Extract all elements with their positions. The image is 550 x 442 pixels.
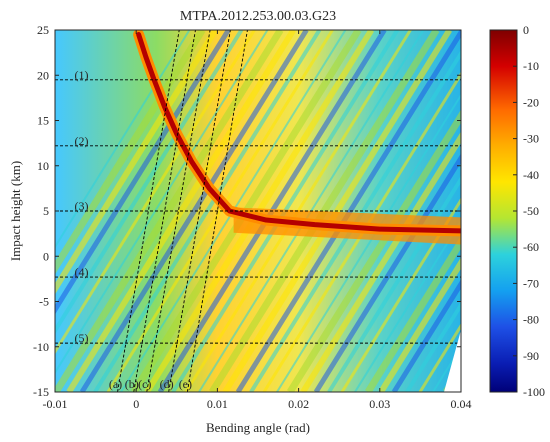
heatmap-stripe [55, 30, 284, 392]
slanted-line [146, 30, 211, 392]
heatmap-stripe [365, 235, 461, 392]
y-tick-label: 25 [37, 23, 49, 37]
y-tick-label: 5 [43, 204, 49, 218]
missing-data-corner [444, 330, 461, 392]
heatmap-stripe [354, 219, 461, 392]
colorbar-tick-label: -70 [523, 276, 539, 290]
heatmap-stripe [378, 257, 461, 392]
horizontal-line-label: (3) [74, 199, 88, 213]
x-tick-label: 0.03 [369, 397, 390, 411]
y-tick-label: -15 [33, 385, 49, 399]
x-tick-label: 0.01 [207, 397, 228, 411]
horizontal-line-label: (1) [74, 68, 88, 82]
y-tick-label: 10 [37, 159, 49, 173]
heatmap-stripe [55, 30, 218, 295]
colorbar-tick-label: -40 [523, 168, 539, 182]
x-tick-label: 0 [133, 397, 139, 411]
slanted-line-label: (a) [109, 377, 122, 391]
slanted-line-label: (e) [179, 377, 192, 391]
horizontal-line-label: (5) [74, 331, 88, 345]
x-tick-label: 0.02 [288, 397, 309, 411]
slanted-line [186, 30, 248, 392]
y-tick-label: -5 [39, 295, 49, 309]
heatmap-stripe [79, 30, 309, 392]
x-tick-label: -0.01 [43, 397, 68, 411]
annotations: (1) (2) (3) (4) (5) (a) (b) (c) (d) (e) [74, 68, 192, 391]
colorbar-tick-label: -100 [523, 385, 545, 399]
colorbar-tick-label: -80 [523, 313, 539, 327]
heatmap-stripe [340, 197, 461, 392]
plot-area [55, 30, 461, 392]
chart-title: MTPA.2012.253.00.03.G23 [180, 9, 336, 24]
y-axis: -15 -10 -5 0 5 10 15 20 25 [33, 23, 461, 399]
colorbar-tick-label: -50 [523, 204, 539, 218]
heatmap-stripe [391, 279, 461, 392]
y-tick-label: 15 [37, 114, 49, 128]
slanted-line-label: (c) [138, 377, 151, 391]
slanted-line [168, 30, 231, 392]
heatmap-stripe [55, 30, 244, 335]
heatmap-stripe [405, 301, 461, 392]
heatmap-stripe [418, 323, 461, 392]
slanted-line [133, 30, 196, 392]
horizontal-line-label: (4) [74, 265, 88, 279]
colorbar-tick-label: -10 [523, 59, 539, 73]
x-axis-label: Bending angle (rad) [206, 420, 310, 435]
slanted-line-label: (b) [125, 377, 139, 391]
horizontal-line-label: (2) [74, 134, 88, 148]
y-tick-label: 20 [37, 68, 49, 82]
heatmap-stripe [276, 93, 461, 392]
y-tick-label: -10 [33, 340, 49, 354]
colorbar-tick-label: -20 [523, 95, 539, 109]
slanted-line [117, 30, 180, 392]
y-tick-label: 0 [43, 249, 49, 263]
colorbar-tick-label: -30 [523, 132, 539, 146]
colorbar [489, 29, 518, 393]
x-axis: -0.01 0 0.01 0.02 0.03 0.04 [43, 30, 472, 411]
colorbar-tick-label: -90 [523, 349, 539, 363]
colorbar-tick-label: -60 [523, 240, 539, 254]
colorbar-ticks: 0 -10 -20 -30 -40 -50 -60 -70 -80 -90 -100 [513, 23, 545, 399]
ridge-line [136, 32, 461, 234]
colorbar-tick-label: 0 [523, 23, 529, 37]
slanted-lines [117, 30, 248, 392]
ridge-group [133, 30, 461, 237]
slanted-line-label: (d) [160, 377, 174, 391]
x-tick-label: 0.04 [451, 397, 472, 411]
heatmap-stripe [249, 49, 461, 392]
horizontal-lines [55, 79, 461, 344]
heatmap-stripe [209, 30, 440, 392]
heatmap-stripe [313, 153, 461, 392]
y-axis-label: Impact height (km) [8, 161, 23, 261]
